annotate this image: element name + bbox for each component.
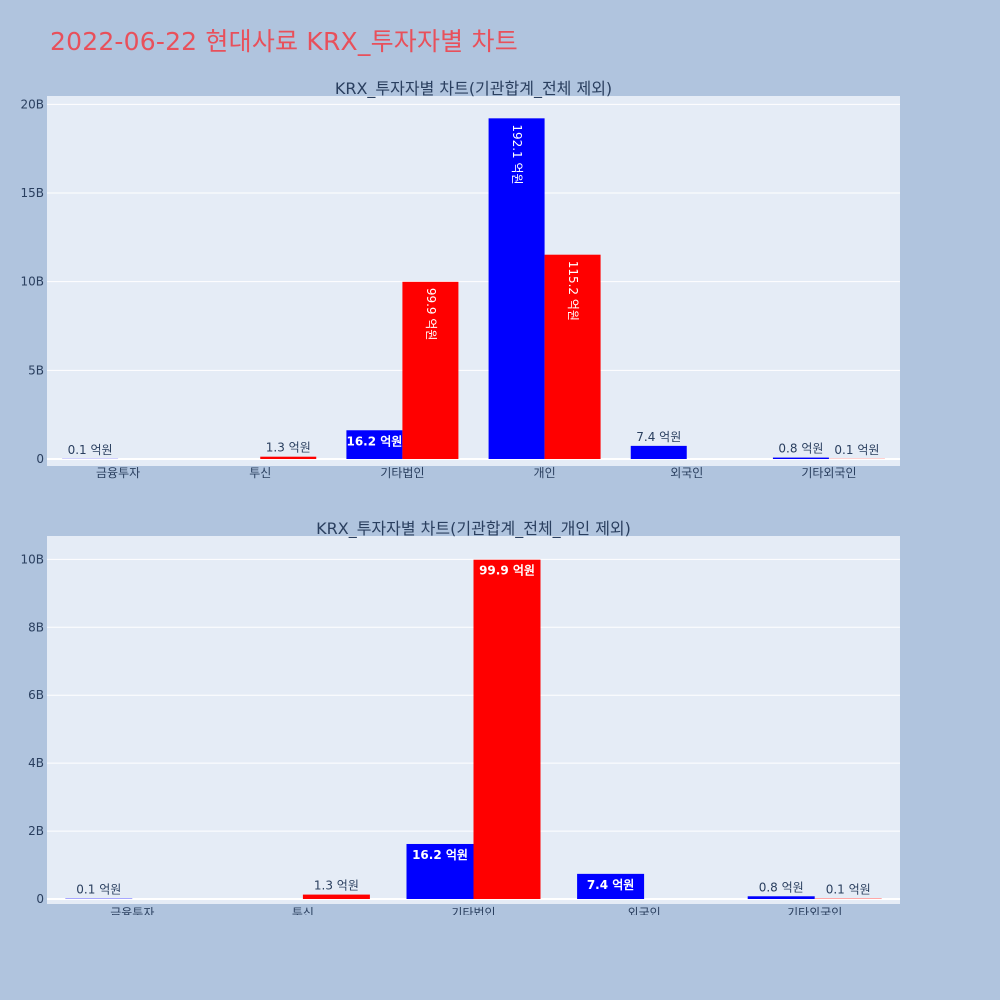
y-tick-label: 10B — [20, 552, 44, 566]
data-label: 0.8 억원 — [759, 880, 804, 894]
data-label: 16.2 억원 — [346, 434, 402, 448]
y-tick-label: 0 — [36, 452, 44, 466]
bar-series-2 — [473, 559, 541, 899]
bar-series-1 — [346, 430, 403, 459]
x-tick-label: 기타법인 — [451, 906, 495, 915]
data-label: 0.1 억원 — [834, 443, 879, 457]
y-tick-label: 2B — [28, 824, 44, 838]
x-tick-label: 기타외국인 — [801, 466, 856, 480]
data-label: 1.3 억원 — [314, 879, 359, 893]
bar-series-2 — [260, 456, 317, 459]
bar-series-1 — [630, 445, 687, 459]
y-tick-label: 4B — [28, 756, 44, 770]
chart-title: KRX_투자자별 차트(기관합계_전체 제외) — [335, 79, 612, 99]
chart-investor-all: KRX_투자자별 차트(기관합계_전체 제외) 0 5B 10B 15B 20B 금융투자 0… — [20, 79, 900, 480]
x-tick-label: 기타외국인 — [787, 906, 842, 915]
bar-series-1 — [577, 873, 645, 899]
x-tick-label: 투신 — [249, 466, 271, 480]
x-tick-label: 금융투자 — [96, 466, 140, 480]
data-label: 0.1 억원 — [76, 883, 121, 897]
y-tick-label: 10B — [20, 275, 44, 289]
data-label: 0.1 억원 — [68, 443, 113, 457]
data-label: 1.3 억원 — [266, 441, 311, 455]
x-tick-label: 기타법인 — [380, 466, 424, 480]
bar-series-2 — [544, 254, 601, 459]
data-label: 192.1 억원 — [510, 124, 524, 184]
data-label: 0.1 억원 — [826, 883, 871, 897]
x-tick-label: 투신 — [292, 906, 314, 915]
chart-title: KRX_투자자별 차트(기관합계_전체_개인 제외) — [316, 519, 631, 539]
bar-series-1 — [406, 843, 474, 899]
data-label: 16.2 억원 — [412, 848, 468, 862]
chart-investor-excl-individual: KRX_투자자별 차트(기관합계_전체_개인 제외) 0 2B 4B 6B 8B 10B 금융… — [20, 519, 900, 915]
page-title: 2022-06-22 현대사료 KRX_투자자별 차트 — [50, 27, 518, 56]
y-tick-label: 8B — [28, 620, 44, 634]
bar-series-2 — [402, 281, 459, 459]
y-tick-label: 6B — [28, 688, 44, 702]
data-label: 0.8 억원 — [778, 442, 823, 456]
bar-series-1 — [772, 457, 829, 459]
x-tick-label: 외국인 — [670, 466, 703, 480]
y-tick-label: 20B — [20, 97, 44, 111]
y-tick-label: 5B — [28, 363, 44, 377]
y-tick-label: 15B — [20, 186, 44, 200]
x-tick-label: 외국인 — [628, 906, 661, 915]
x-tick-label: 개인 — [534, 466, 556, 480]
y-tick-label: 0 — [36, 892, 44, 906]
data-label: 99.9 억원 — [424, 288, 438, 341]
data-label: 7.4 억원 — [636, 430, 681, 444]
bar-series-1 — [488, 118, 545, 459]
bar-series-2 — [302, 894, 370, 899]
data-label: 99.9 억원 — [479, 564, 535, 578]
data-label: 7.4 억원 — [587, 878, 635, 892]
data-label: 115.2 억원 — [566, 261, 580, 321]
bar-series-1 — [747, 896, 815, 899]
x-tick-label: 금융투자 — [110, 906, 154, 915]
plot-area — [47, 96, 900, 466]
